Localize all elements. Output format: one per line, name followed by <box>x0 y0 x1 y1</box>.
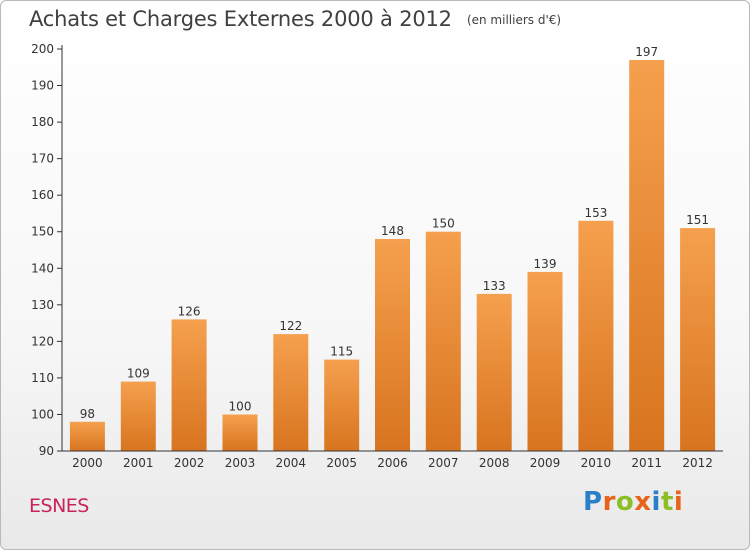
x-tick-label: 2008 <box>479 456 510 470</box>
x-tick-label: 2000 <box>72 456 103 470</box>
bar-value-label: 150 <box>432 217 455 231</box>
bar-value-label: 122 <box>279 319 302 333</box>
x-tick-label: 2002 <box>174 456 205 470</box>
x-tick-label: 2011 <box>631 456 662 470</box>
x-tick-label: 2010 <box>581 456 612 470</box>
bar-2007 <box>425 231 461 451</box>
x-tick-label: 2005 <box>326 456 357 470</box>
y-tick-label: 90 <box>39 444 54 458</box>
bar-value-label: 126 <box>178 304 201 318</box>
bar-2010 <box>578 220 614 451</box>
x-tick-label: 2003 <box>225 456 256 470</box>
y-tick-label: 150 <box>31 225 54 239</box>
x-tick-label: 2009 <box>530 456 561 470</box>
y-tick-label: 190 <box>31 79 54 93</box>
logo-letter: i <box>651 487 661 517</box>
logo-letter: i <box>673 487 684 517</box>
bar-value-label: 197 <box>635 45 658 59</box>
chart-header: Achats et Charges Externes 2000 à 2012 (… <box>29 7 561 31</box>
bar-value-label: 153 <box>584 206 607 220</box>
y-tick-label: 140 <box>31 261 54 275</box>
proxiti-logo[interactable]: Proxiti <box>583 487 683 517</box>
bar-2001 <box>120 381 156 451</box>
y-tick-label: 100 <box>31 407 54 421</box>
bar-2005 <box>324 359 360 451</box>
y-tick-label: 130 <box>31 298 54 312</box>
x-tick-label: 2001 <box>123 456 154 470</box>
bar-value-label: 139 <box>534 257 557 271</box>
logo-letter: r <box>602 487 616 517</box>
bars-group: 98 109 126 100 122 115 148 150 133 139 153 197 151 <box>69 45 716 451</box>
bar-2012 <box>680 228 716 451</box>
bar-value-label: 100 <box>229 400 252 414</box>
bar-2003 <box>222 414 258 451</box>
bar-value-label: 98 <box>80 407 95 421</box>
y-tick-label: 160 <box>31 188 54 202</box>
chart-title: Achats et Charges Externes 2000 à 2012 <box>29 7 452 31</box>
y-tick-label: 110 <box>31 371 54 385</box>
bar-2002 <box>171 319 207 451</box>
x-tick-label: 2006 <box>377 456 408 470</box>
bar-2006 <box>375 239 410 451</box>
y-tick-label: 170 <box>31 152 54 166</box>
bar-2008 <box>476 293 512 451</box>
logo-letter: t <box>660 487 674 517</box>
x-tick-label: 2007 <box>428 456 459 470</box>
bar-value-label: 109 <box>127 367 150 381</box>
bar-2004 <box>273 334 309 451</box>
bar-value-label: 115 <box>330 345 353 359</box>
bar-2009 <box>527 271 563 451</box>
y-tick-label: 180 <box>31 115 54 129</box>
axes-group: 2000 2001 2002 2003 2004 2005 2006 2007 2008 2009… <box>31 42 723 470</box>
chart-subtitle: (en milliers d'€) <box>466 13 562 27</box>
logo-letter: P <box>583 487 603 517</box>
logo-letter: o <box>615 487 635 517</box>
town-name: ESNES <box>29 495 89 517</box>
bar-2000 <box>69 421 105 451</box>
bar-2011 <box>629 60 665 451</box>
bar-value-label: 151 <box>686 213 709 227</box>
x-tick-label: 2012 <box>682 456 713 470</box>
logo-letter: x <box>634 487 652 517</box>
bar-value-label: 133 <box>483 279 506 293</box>
y-tick-label: 120 <box>31 334 54 348</box>
y-tick-label: 200 <box>31 42 54 56</box>
x-tick-label: 2004 <box>276 456 307 470</box>
bar-value-label: 148 <box>381 224 404 238</box>
